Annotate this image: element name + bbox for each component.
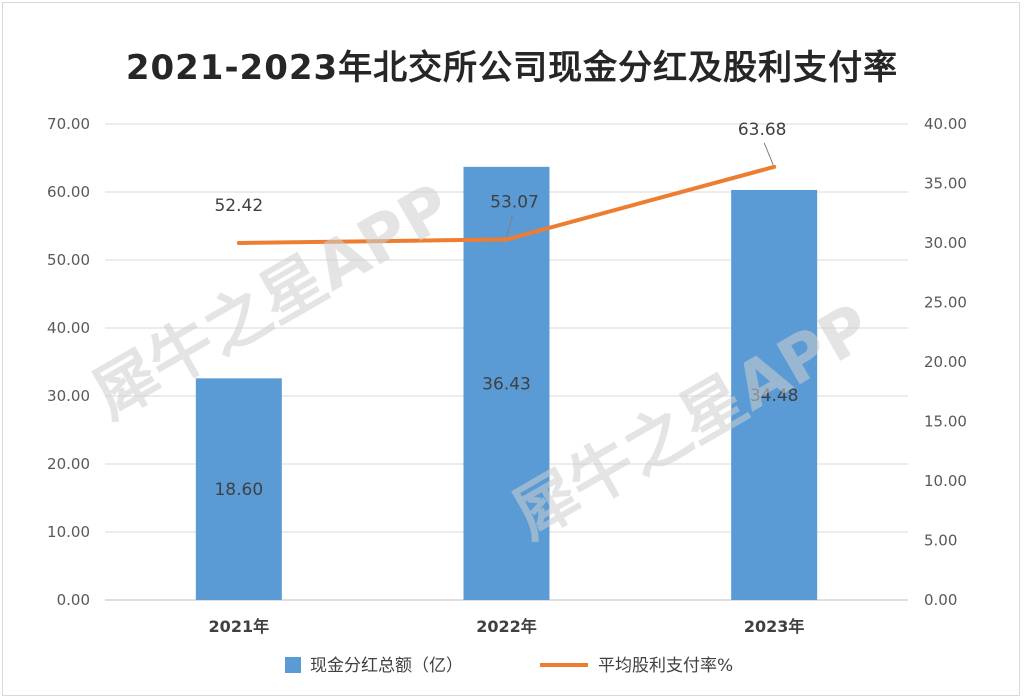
legend-label-bar: 现金分红总额（亿） bbox=[310, 656, 463, 676]
right-tick-label: 15.00 bbox=[924, 413, 967, 431]
left-tick-label: 40.00 bbox=[47, 319, 90, 337]
line-point bbox=[504, 237, 509, 242]
line-point bbox=[236, 241, 241, 245]
left-tick-label: 50.00 bbox=[47, 251, 90, 269]
watermark-text: 犀牛之星APP bbox=[501, 290, 884, 554]
line-data-label: 52.42 bbox=[214, 196, 263, 216]
x-axis-ticks: 2021年 2022年 2023年 bbox=[209, 617, 805, 636]
bar-data-label: 36.43 bbox=[482, 374, 531, 394]
legend-label-line: 平均股利支付率% bbox=[598, 656, 733, 676]
x-tick-label: 2022年 bbox=[476, 617, 537, 636]
x-tick-label: 2021年 bbox=[209, 617, 270, 636]
line-data-label: 63.68 bbox=[738, 120, 787, 140]
right-axis-ticks: 0.00 5.00 10.00 15.00 20.00 25.00 30.00 35.00 40… bbox=[924, 115, 967, 609]
left-tick-label: 0.00 bbox=[57, 591, 90, 609]
line-series: 52.42 53.07 63.68 bbox=[214, 120, 787, 245]
right-tick-label: 30.00 bbox=[924, 234, 967, 252]
legend: 现金分红总额（亿） 平均股利支付率% bbox=[285, 656, 733, 676]
right-tick-label: 10.00 bbox=[924, 472, 967, 490]
left-tick-label: 30.00 bbox=[47, 387, 90, 405]
chart-title: 2021-2023年北交所公司现金分红及股利支付率 bbox=[125, 48, 899, 88]
right-tick-label: 20.00 bbox=[924, 353, 967, 371]
left-tick-label: 60.00 bbox=[47, 183, 90, 201]
line-data-label: 53.07 bbox=[490, 192, 539, 212]
leader-line bbox=[763, 142, 774, 166]
right-tick-label: 0.00 bbox=[924, 591, 957, 609]
left-tick-label: 10.00 bbox=[47, 523, 90, 541]
bar-data-label: 34.48 bbox=[750, 386, 799, 406]
left-tick-label: 20.00 bbox=[47, 455, 90, 473]
line-point bbox=[772, 164, 777, 169]
right-tick-label: 5.00 bbox=[924, 532, 957, 550]
right-tick-label: 35.00 bbox=[924, 175, 967, 193]
legend-swatch-bar bbox=[285, 657, 301, 673]
right-tick-label: 25.00 bbox=[924, 294, 967, 312]
left-tick-label: 70.00 bbox=[47, 115, 90, 133]
bar bbox=[195, 378, 282, 600]
left-axis-ticks: 0.00 10.00 20.00 30.00 40.00 50.00 60.00 70.00 bbox=[47, 115, 90, 609]
bar bbox=[731, 189, 818, 600]
leader-line bbox=[506, 215, 513, 238]
bar-data-label: 18.60 bbox=[214, 480, 263, 500]
right-tick-label: 40.00 bbox=[924, 115, 967, 133]
x-tick-label: 2023年 bbox=[744, 617, 805, 636]
